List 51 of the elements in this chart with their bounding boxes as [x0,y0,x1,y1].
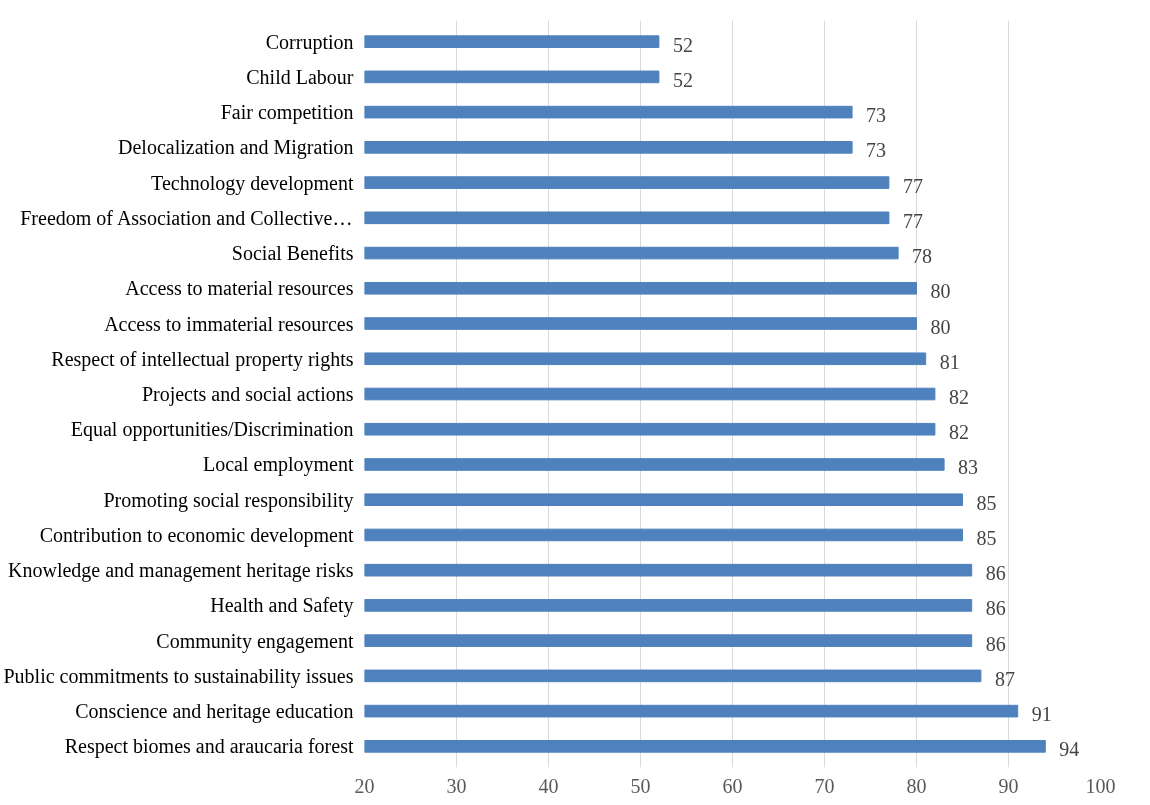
x-tick-label: 100 [1085,774,1116,797]
data-label: 82 [948,421,969,444]
data-label: 80 [930,280,951,303]
data-label: 52 [672,33,693,56]
data-label: 82 [948,386,969,408]
x-tick-label: 30 [446,774,467,797]
y-tick-label: Freedom of Association and Collective… [20,206,353,229]
data-label: 73 [866,104,887,127]
data-label: 73 [866,139,887,162]
y-tick-label: Projects and social actions [141,383,354,406]
y-tick-label: Conscience and heritage education [75,700,354,724]
x-tick-label: 20 [354,774,375,797]
data-label: 77 [902,174,923,197]
data-label: 91 [1031,703,1052,726]
x-tick-label: 60 [722,774,743,797]
data-label: 80 [930,315,951,338]
data-label: 85 [976,526,997,549]
y-tick-label: Local employment [202,453,354,477]
y-tick-label: Access to immaterial resources [104,312,354,335]
data-label: 85 [976,491,997,514]
y-tick-label: Knowledge and management heritage risks [8,559,354,583]
y-tick-label: Social Benefits [231,242,354,265]
y-tick-label: Technology development [151,171,354,195]
y-tick-label: Respect of intellectual property rights [51,347,354,371]
data-label: 81 [939,350,960,373]
data-label: 52 [672,68,693,91]
y-tick-label: Corruption [265,30,354,54]
y-tick-label: Promoting social responsibility [103,488,354,512]
x-tick-label: 40 [538,774,559,797]
x-tick-label: 50 [630,774,651,797]
x-tick-label: 70 [814,774,835,797]
y-tick-label: Community engagement [156,629,354,653]
y-tick-label: Delocalization and Migration [118,136,354,160]
y-tick-label: Respect biomes and araucaria forest [64,735,354,759]
y-tick-label: Contribution to economic development [39,523,354,547]
data-label: 86 [985,632,1006,655]
data-label: 87 [994,667,1015,690]
x-tick-label: 90 [998,774,1019,797]
data-label: 78 [912,245,933,268]
data-label: 77 [902,209,923,232]
x-tick-label: 80 [906,774,927,797]
y-tick-label: Public commitments to sustainability issues [3,664,354,688]
data-label: 86 [985,562,1006,585]
y-tick-label: Health and Safety [210,594,354,618]
y-tick-label: Access to material resources [125,277,354,300]
y-tick-label: Equal opportunities/Discrimination [70,418,354,442]
data-label: 86 [985,597,1006,620]
data-label: 83 [958,456,979,479]
data-label: 94 [1059,738,1080,761]
y-tick-label: Child Labour [246,65,354,88]
y-tick-label: Fair competition [220,101,354,125]
